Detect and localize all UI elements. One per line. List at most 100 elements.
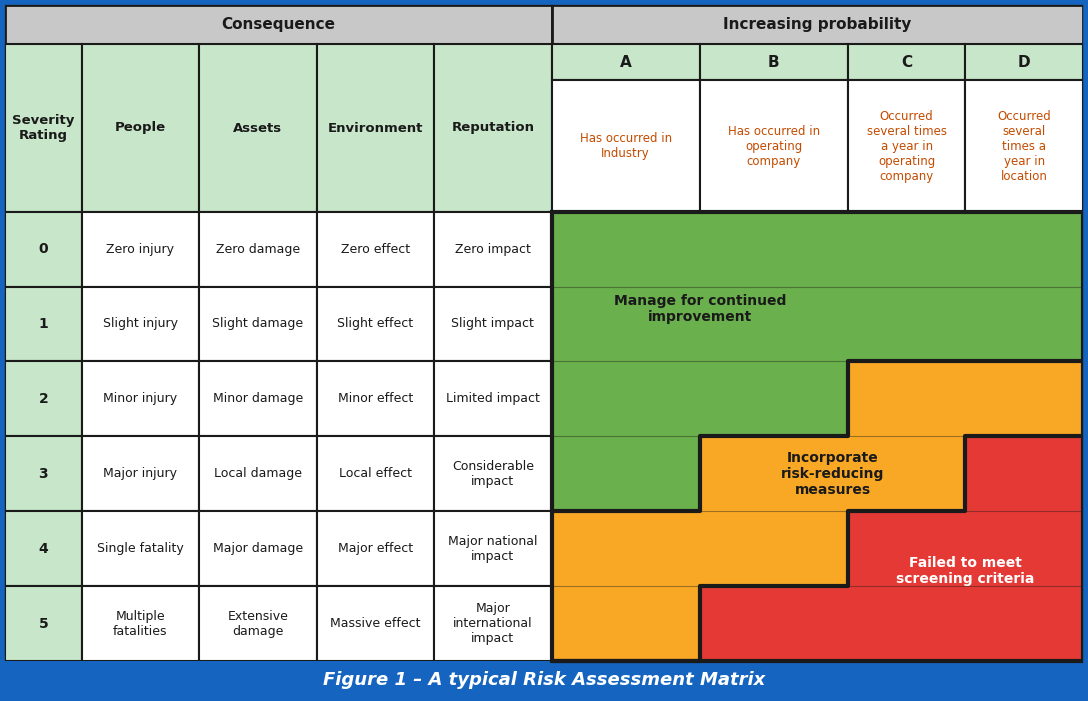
Bar (848, 436, 965, 511)
Bar (82, 44, 199, 212)
Bar (5, 44, 82, 212)
Bar (965, 81, 1083, 212)
Bar (848, 287, 965, 362)
Text: Major effect: Major effect (338, 542, 413, 555)
Bar (965, 586, 1083, 661)
Bar (552, 511, 700, 586)
Text: 5: 5 (38, 617, 48, 631)
Bar (700, 436, 848, 511)
Bar (82, 212, 199, 287)
Bar (700, 81, 848, 212)
Bar (552, 287, 700, 362)
Bar (434, 436, 552, 511)
Text: Slight injury: Slight injury (103, 318, 178, 330)
Text: Local damage: Local damage (214, 468, 301, 480)
Bar (199, 436, 317, 511)
Text: Incorporate
risk-reducing
measures: Incorporate risk-reducing measures (781, 451, 885, 497)
Bar (848, 212, 965, 287)
Text: C: C (901, 55, 913, 70)
Text: Occurred
several times
a year in
operating
company: Occurred several times a year in operati… (867, 109, 947, 182)
Bar (552, 212, 1083, 661)
Bar (317, 436, 434, 511)
Text: Environment: Environment (327, 121, 423, 135)
Bar (5, 287, 82, 362)
Bar (199, 212, 317, 287)
Text: Has occurred in
operating
company: Has occurred in operating company (728, 125, 820, 168)
Text: 2: 2 (38, 392, 48, 406)
Text: Occurred
several
times a
year in
location: Occurred several times a year in locatio… (998, 109, 1051, 182)
Text: Single fatality: Single fatality (97, 542, 184, 555)
Bar (848, 511, 965, 586)
Text: Slight impact: Slight impact (452, 318, 534, 330)
Bar (5, 212, 82, 287)
Bar (552, 81, 700, 212)
Text: Multiple
fatalities: Multiple fatalities (113, 610, 168, 637)
Text: Zero effect: Zero effect (341, 243, 410, 256)
Bar (82, 586, 199, 661)
Text: Major injury: Major injury (103, 468, 177, 480)
Text: 1: 1 (38, 317, 48, 331)
Bar (434, 362, 552, 436)
Text: 4: 4 (38, 542, 48, 556)
Text: Considerable
impact: Considerable impact (452, 460, 534, 488)
Text: B: B (768, 55, 780, 70)
Bar (848, 44, 965, 81)
Text: Local effect: Local effect (338, 468, 412, 480)
Bar (317, 586, 434, 661)
Bar (700, 212, 848, 287)
Bar (848, 586, 965, 661)
Bar (82, 511, 199, 586)
Text: Minor effect: Minor effect (337, 393, 413, 405)
Text: Severity
Rating: Severity Rating (12, 114, 74, 142)
Bar (848, 362, 965, 436)
Bar (552, 436, 700, 511)
Text: Consequence: Consequence (221, 18, 335, 32)
Bar (700, 586, 848, 661)
Bar (5, 511, 82, 586)
Bar (434, 511, 552, 586)
Bar (317, 212, 434, 287)
Bar (5, 586, 82, 661)
Text: Manage for continued
improvement: Manage for continued improvement (614, 294, 786, 324)
Bar (700, 362, 848, 436)
Bar (552, 5, 1083, 44)
Bar (434, 212, 552, 287)
Text: Major damage: Major damage (213, 542, 302, 555)
Bar (5, 436, 82, 511)
Bar (434, 287, 552, 362)
Bar (434, 44, 552, 212)
Bar (317, 511, 434, 586)
Bar (552, 362, 700, 436)
Bar (317, 44, 434, 212)
Bar (700, 287, 848, 362)
Bar (552, 44, 700, 81)
Bar (965, 436, 1083, 511)
Bar (965, 511, 1083, 586)
Text: D: D (1018, 55, 1030, 70)
Text: People: People (115, 121, 166, 135)
Text: Zero injury: Zero injury (107, 243, 174, 256)
Bar (552, 586, 700, 661)
Bar (317, 287, 434, 362)
Bar (700, 511, 848, 586)
Bar (700, 44, 848, 81)
Text: Slight damage: Slight damage (212, 318, 304, 330)
Bar (0, 661, 1088, 701)
Text: 3: 3 (38, 467, 48, 481)
Text: Reputation: Reputation (452, 121, 534, 135)
Bar (199, 362, 317, 436)
Bar (199, 44, 317, 212)
Bar (848, 81, 965, 212)
Bar (317, 362, 434, 436)
Text: Zero damage: Zero damage (215, 243, 300, 256)
Bar (965, 44, 1083, 81)
Text: Has occurred in
Industry: Has occurred in Industry (580, 132, 671, 160)
Bar (5, 5, 552, 44)
Bar (434, 586, 552, 661)
Text: 0: 0 (38, 242, 48, 256)
Bar (199, 586, 317, 661)
Text: Extensive
damage: Extensive damage (227, 610, 288, 637)
Bar (965, 212, 1083, 287)
Bar (82, 287, 199, 362)
Text: Increasing probability: Increasing probability (724, 18, 912, 32)
